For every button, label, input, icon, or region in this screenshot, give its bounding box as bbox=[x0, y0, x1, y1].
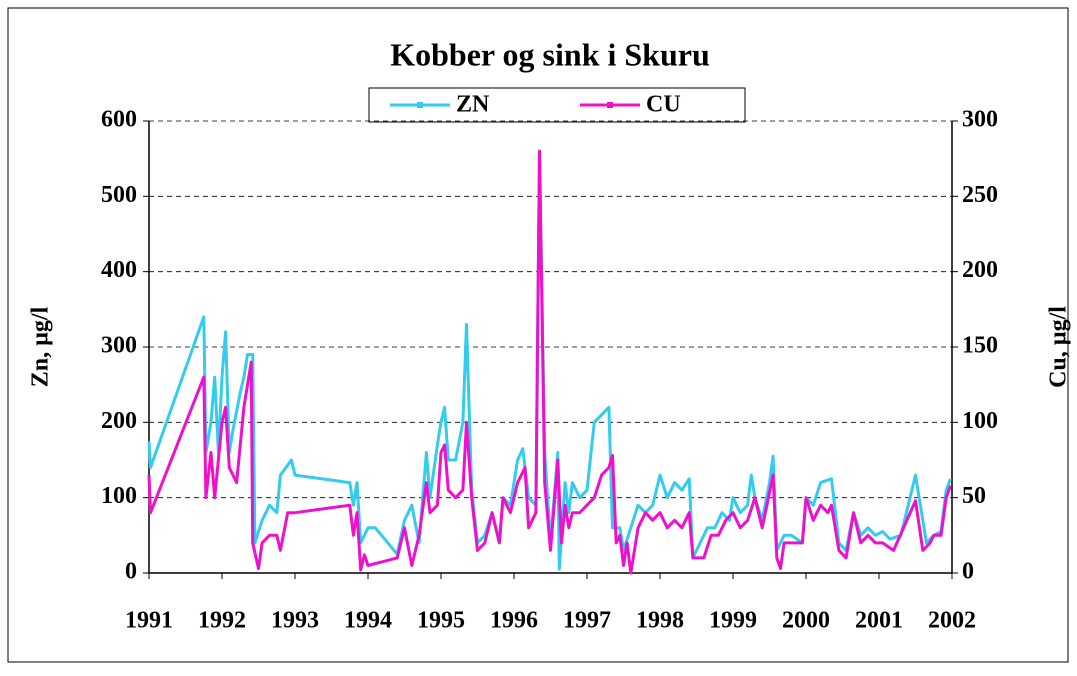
legend-label: ZN bbox=[456, 92, 490, 118]
y-tick-label: 300 bbox=[101, 333, 137, 359]
y-axis-title: Zn, µg/l bbox=[28, 306, 54, 387]
chart-title: Kobber og sink i Skuru bbox=[390, 36, 710, 72]
x-tick-label: 2001 bbox=[855, 608, 903, 634]
x-tick-label: 1993 bbox=[271, 608, 319, 634]
y2-axis-title: Cu, µg/l bbox=[1046, 306, 1072, 388]
y-tick-label: 200 bbox=[101, 408, 137, 434]
x-tick-label: 1992 bbox=[198, 608, 246, 634]
y2-tick-label: 100 bbox=[962, 408, 998, 434]
y2-tick-label: 0 bbox=[962, 559, 974, 585]
x-tick-label: 1996 bbox=[490, 608, 538, 634]
legend-marker bbox=[417, 102, 423, 108]
x-tick-label: 1997 bbox=[563, 608, 611, 634]
y-tick-label: 600 bbox=[101, 107, 137, 133]
legend-label: CU bbox=[646, 92, 681, 118]
y-tick-label: 0 bbox=[125, 559, 137, 585]
x-tick-label: 2000 bbox=[782, 608, 830, 634]
x-tick-label: 1991 bbox=[125, 608, 173, 634]
y-tick-label: 400 bbox=[101, 257, 137, 283]
legend-marker bbox=[607, 102, 613, 108]
y-tick-label: 500 bbox=[101, 182, 137, 208]
x-tick-label: 1998 bbox=[636, 608, 684, 634]
y2-tick-label: 300 bbox=[962, 107, 998, 133]
x-tick-label: 1995 bbox=[417, 608, 465, 634]
y2-tick-label: 200 bbox=[962, 257, 998, 283]
line-series bbox=[147, 149, 952, 575]
x-tick-label: 1994 bbox=[344, 608, 392, 634]
y-tick-label: 100 bbox=[101, 483, 137, 509]
y2-tick-label: 50 bbox=[962, 483, 986, 509]
y2-tick-label: 150 bbox=[962, 333, 998, 359]
y2-tick-label: 250 bbox=[962, 182, 998, 208]
x-tick-label: 1999 bbox=[709, 608, 757, 634]
x-tick-label: 2002 bbox=[928, 608, 976, 634]
